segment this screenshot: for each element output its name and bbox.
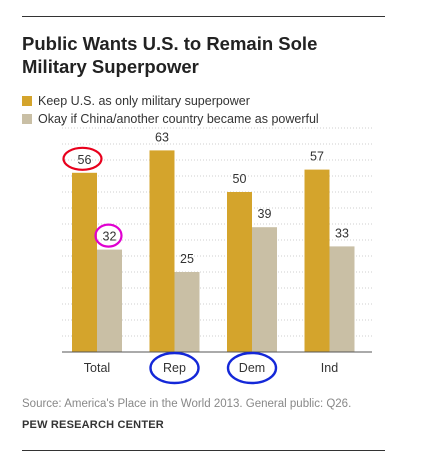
data-label: 57 (310, 150, 324, 164)
data-label: 25 (180, 252, 194, 266)
legend-label-keep: Keep U.S. as only military superpower (38, 94, 250, 108)
data-label: 50 (233, 172, 247, 186)
tick-label: Rep (163, 361, 186, 375)
tick-label: Ind (321, 361, 338, 375)
bar (252, 227, 277, 352)
annotation-circle (226, 351, 278, 385)
bar (149, 150, 175, 352)
tick-label: Total (84, 361, 110, 375)
annotation-circle (149, 351, 200, 385)
top-rule (22, 16, 385, 17)
annotation-circle (62, 146, 103, 171)
bar (72, 172, 97, 352)
legend-swatch-keep (22, 96, 32, 106)
bar (304, 169, 330, 352)
legend-item-okay: Okay if China/another country became as … (22, 110, 319, 128)
tick-label: Dem (239, 361, 265, 375)
data-label: 33 (335, 226, 349, 240)
bottom-rule (22, 450, 385, 451)
legend: Keep U.S. as only military superpower Ok… (22, 92, 319, 128)
bar (329, 246, 355, 352)
chart-title: Public Wants U.S. to Remain Sole Militar… (22, 33, 318, 77)
data-label: 39 (258, 207, 272, 221)
source-note: Source: America's Place in the World 201… (22, 398, 352, 410)
credit: PEW RESEARCH CENTER (22, 419, 164, 431)
data-label: 32 (103, 230, 117, 244)
legend-item-keep: Keep U.S. as only military superpower (22, 92, 319, 110)
annotation-circle (94, 223, 123, 248)
bar (97, 249, 122, 352)
data-label: 56 (78, 153, 92, 167)
bar (174, 272, 200, 352)
legend-swatch-okay (22, 114, 32, 124)
legend-label-okay: Okay if China/another country became as … (38, 112, 319, 126)
data-label: 63 (155, 130, 169, 144)
bar (227, 192, 252, 352)
